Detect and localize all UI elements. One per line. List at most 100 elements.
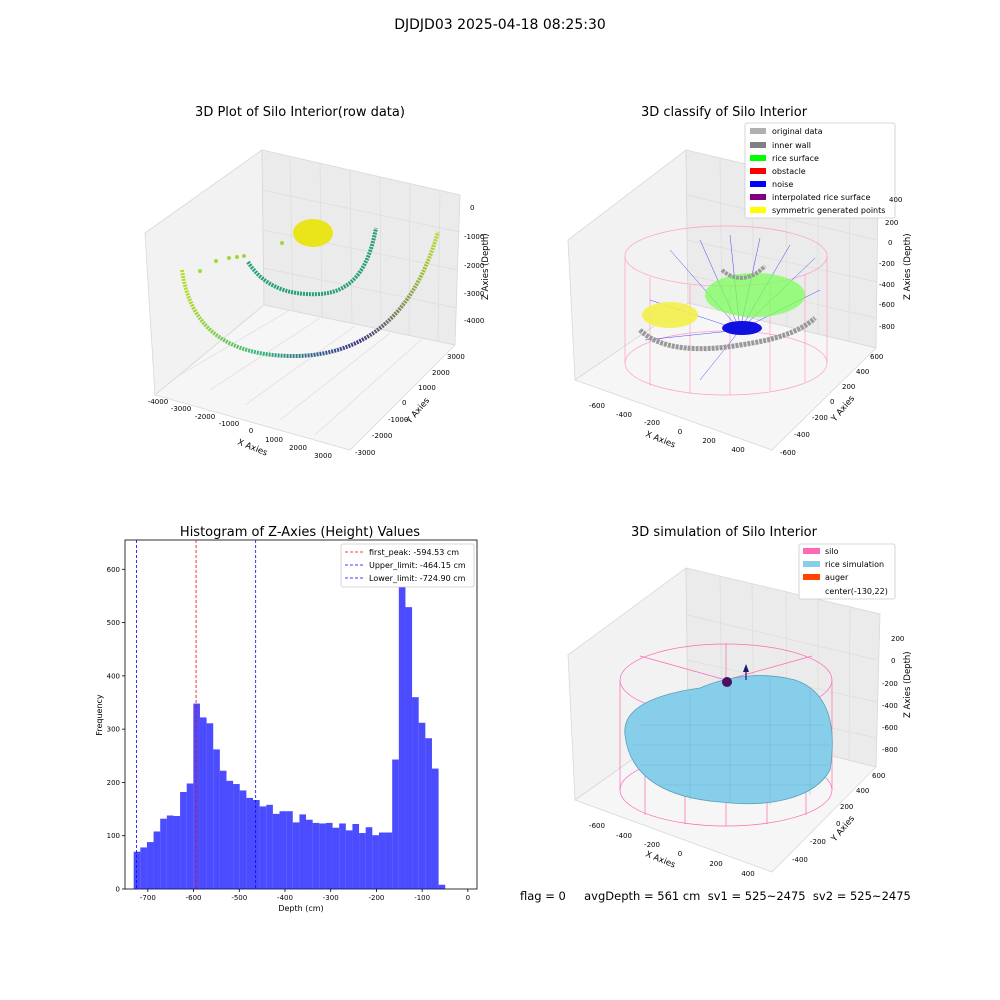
svg-text:0: 0 xyxy=(249,427,253,435)
panel-classify-3d: 3D classify of Silo Interior xyxy=(567,105,913,457)
classify-zlabel: Z Axies (Depth) xyxy=(903,233,913,300)
histogram-bar xyxy=(319,823,326,889)
classify-inner-wall xyxy=(638,316,817,352)
histogram-bar xyxy=(219,770,227,889)
histogram-bar xyxy=(259,806,267,889)
histogram-x-tick-label: -100 xyxy=(414,894,430,902)
svg-text:-200: -200 xyxy=(644,841,660,849)
raw-inner-arc xyxy=(246,227,378,297)
sim-mesh-lines xyxy=(632,676,830,805)
svg-text:-400: -400 xyxy=(792,856,808,864)
histogram-bar xyxy=(339,823,346,889)
panel-raw-title: 3D Plot of Silo Interior(row data) xyxy=(195,105,405,120)
histogram-bar xyxy=(378,832,386,889)
svg-text:-400: -400 xyxy=(616,411,632,419)
svg-text:-400: -400 xyxy=(616,832,632,840)
svg-text:1000: 1000 xyxy=(265,436,283,444)
svg-text:rice simulation: rice simulation xyxy=(825,560,884,569)
svg-text:-4000: -4000 xyxy=(148,398,168,406)
svg-text:600: 600 xyxy=(872,772,885,780)
svg-text:-600: -600 xyxy=(589,402,605,410)
histogram-x-tick-label: -700 xyxy=(140,894,156,902)
histogram-bar xyxy=(199,717,207,889)
histogram-bar xyxy=(272,813,280,889)
histogram-bar xyxy=(372,835,379,889)
histogram-bar xyxy=(398,558,406,889)
histogram-bar xyxy=(299,814,307,889)
raw-ylabel: Y Axies xyxy=(404,396,432,427)
histogram-bar xyxy=(365,827,373,889)
histogram-bar xyxy=(325,822,333,889)
histogram-bar xyxy=(146,842,154,889)
classify-xlabel: X Axies xyxy=(644,430,677,451)
histogram-bar xyxy=(392,759,399,889)
svg-text:-3000: -3000 xyxy=(464,290,484,298)
histogram-y-tick-label: 600 xyxy=(107,566,120,574)
histogram-bar xyxy=(186,783,194,889)
histogram-x-tick-label: -300 xyxy=(323,894,339,902)
histogram-bar xyxy=(292,822,300,889)
svg-text:400: 400 xyxy=(856,787,869,795)
histogram-y-tick-label: 500 xyxy=(107,619,120,627)
histogram-bar xyxy=(385,832,393,889)
figure-title: DJDJD03 2025-04-18 08:25:30 xyxy=(394,17,606,33)
histogram-x-tick-label: -400 xyxy=(277,894,293,902)
svg-text:3000: 3000 xyxy=(314,452,332,460)
classify-rice-surface xyxy=(705,273,805,317)
sim-ylabel: Y Axies xyxy=(829,814,857,845)
svg-text:-400: -400 xyxy=(794,431,810,439)
panel-simulation-title: 3D simulation of Silo Interior xyxy=(631,525,818,540)
histogram-bar xyxy=(239,790,247,889)
svg-text:0: 0 xyxy=(678,850,682,858)
svg-text:400: 400 xyxy=(856,368,869,376)
svg-text:first_peak: -594.53 cm: first_peak: -594.53 cm xyxy=(369,548,459,557)
svg-text:silo: silo xyxy=(825,547,839,556)
svg-text:0: 0 xyxy=(678,428,682,436)
panel-classify-title: 3D classify of Silo Interior xyxy=(641,105,808,120)
raw-z-ticks: 0 -1000 -2000 -3000 -4000 xyxy=(464,204,484,325)
svg-text:inner wall: inner wall xyxy=(772,141,811,150)
svg-text:-1000: -1000 xyxy=(464,233,484,241)
histogram-bar xyxy=(213,749,220,889)
classify-legend: original data inner wall rice surface ob… xyxy=(744,122,896,219)
raw-sparse-points xyxy=(198,241,284,273)
classify-inner-wall-top xyxy=(720,264,767,280)
histogram-bar xyxy=(345,830,353,889)
histogram-bar xyxy=(153,831,161,889)
histogram-bar xyxy=(233,784,240,889)
status-footer: flag = 0 avgDepth = 561 cm sv1 = 525~247… xyxy=(520,889,911,903)
panel-simulation-3d: 3D simulation of Silo Interior xyxy=(567,525,913,878)
raw-axes-box xyxy=(144,149,461,451)
svg-text:-200: -200 xyxy=(879,260,895,268)
svg-text:0: 0 xyxy=(888,239,892,247)
histogram-x-tick-label: -200 xyxy=(368,894,384,902)
svg-text:interpolated rice surface: interpolated rice surface xyxy=(772,193,870,202)
histogram-bar xyxy=(312,822,320,889)
raw-grid xyxy=(179,155,461,436)
svg-text:center(-130,22): center(-130,22) xyxy=(825,587,888,596)
histogram-x-ticks: -700 -600 -500 -400 -300 -200 -100 0 xyxy=(140,889,470,902)
sim-auger-marker xyxy=(722,677,732,687)
histogram-y-tick-label: 100 xyxy=(107,832,120,840)
svg-text:obstacle: obstacle xyxy=(772,167,806,176)
svg-text:-800: -800 xyxy=(879,323,895,331)
histogram-bar xyxy=(352,823,360,889)
svg-text:2000: 2000 xyxy=(289,444,307,452)
svg-text:-200: -200 xyxy=(812,414,828,422)
svg-text:200: 200 xyxy=(885,219,898,227)
histogram-bar xyxy=(412,697,419,889)
histogram-bar xyxy=(226,780,234,889)
histogram-ylabel: Frequency xyxy=(95,694,104,736)
histogram-y-tick-label: 200 xyxy=(107,779,120,787)
svg-text:-4000: -4000 xyxy=(464,317,484,325)
panel-histogram: Histogram of Z-Axies (Height) Values -70… xyxy=(95,525,478,913)
svg-text:symmetric generated points: symmetric generated points xyxy=(772,206,885,215)
histogram-bar xyxy=(279,811,287,889)
histogram-bar xyxy=(418,722,426,889)
histogram-x-tick-label: -600 xyxy=(186,894,202,902)
svg-text:original data: original data xyxy=(772,127,823,136)
classify-y-ticks: -600 -400 -200 0 200 400 600 xyxy=(780,353,883,457)
histogram-y-tick-label: 0 xyxy=(116,886,120,894)
classify-x-ticks: -600 -400 -200 0 200 400 xyxy=(589,402,745,454)
raw-y-ticks: -3000 -2000 -1000 0 1000 2000 3000 xyxy=(355,353,465,457)
